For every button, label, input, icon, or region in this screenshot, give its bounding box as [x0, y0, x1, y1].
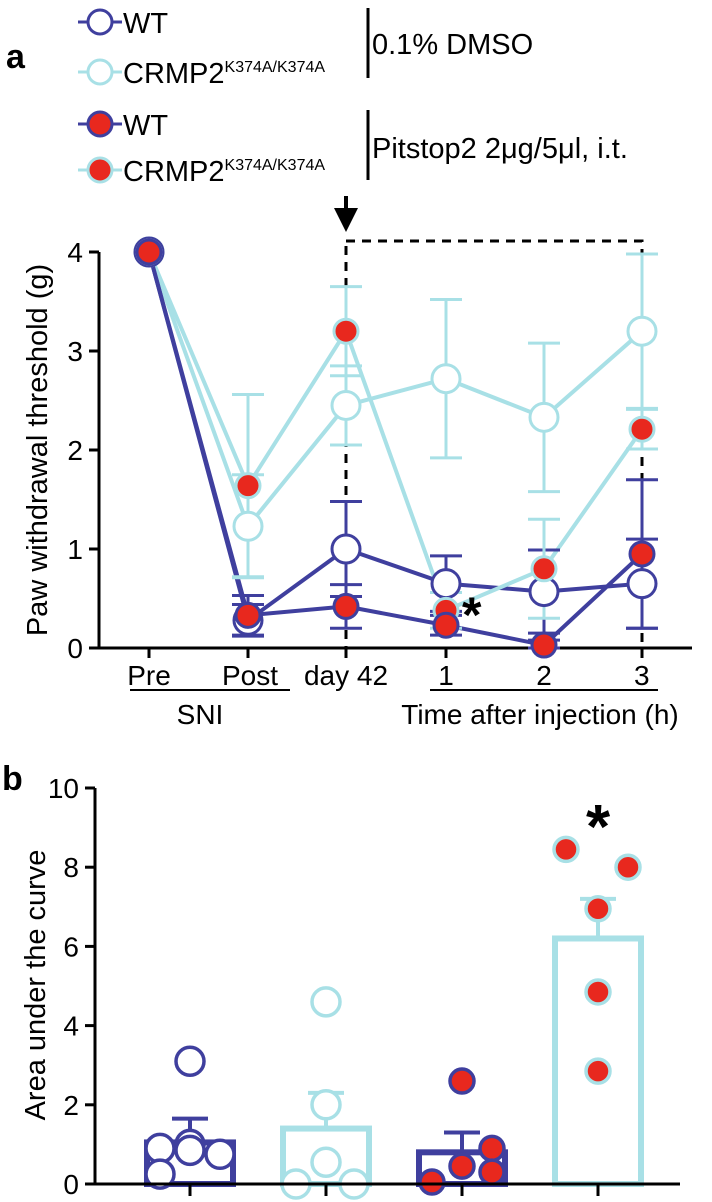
bar-point-wt-open	[174, 1134, 206, 1167]
panel-a: Paw withdrawal threshold (g) 0 1 2 3 4 Pre Po…	[22, 196, 692, 730]
panel-a-series	[133, 236, 658, 659]
panel-b-y-axis-label: Area under the curve	[20, 850, 52, 1121]
panel-a-y-axis: 0 1 2 3 4	[67, 237, 101, 664]
panel-b-y-tick-label: 4	[63, 1011, 79, 1042]
series-line-wt-filled	[147, 251, 644, 648]
legend-label-ki-2-base: CRMP2	[123, 156, 225, 188]
panel-b: Area under the curve 0 2 4 6 8 10 *	[20, 773, 680, 1200]
series-line-ki-filled	[147, 251, 644, 614]
bar-point-wt-open	[204, 1138, 236, 1171]
panel-a-x-tick-label: 2	[536, 660, 552, 691]
data-point-wt-open	[330, 533, 362, 565]
data-point-ki-open	[430, 363, 462, 395]
legend: WT CRMP2K374A/K374A 0.1% DMSO WT CRMP2K3…	[78, 8, 628, 188]
bar-point-ki-open	[310, 1146, 342, 1178]
legend-entry-ki-pitstop: CRMP2K374A/K374A	[78, 156, 325, 188]
panel-b-y-axis: 0 2 4 6 8 10	[48, 773, 97, 1200]
data-point-wt-filled	[432, 611, 460, 639]
panel-a-y-tick-label: 4	[67, 237, 83, 268]
panel-a-x-tick-label: 3	[634, 660, 650, 691]
bar-point-ki-filled	[584, 978, 612, 1006]
bar-point-wt-open	[144, 1158, 176, 1190]
legend-group-pitstop: Pitstop2 2μg/5μl, i.t.	[372, 133, 628, 165]
panel-a-x-tick-label: Pre	[127, 660, 171, 691]
legend-marker-ki-open	[86, 58, 114, 86]
bar-point-wt-filled	[448, 1152, 476, 1180]
legend-group-dmso: 0.1% DMSO	[372, 29, 533, 61]
bar-point-wt-filled	[478, 1158, 506, 1186]
data-point-wt-open	[430, 568, 462, 600]
legend-label-ki: CRMP2K374A/K374A	[123, 58, 325, 90]
bar-point-wt-open	[174, 1045, 206, 1077]
data-point-ki-filled	[530, 555, 558, 583]
panel-b-significance-star: *	[586, 793, 611, 862]
bar-point-wt-filled	[478, 1134, 506, 1163]
legend-entry-ki-dmso: CRMP2K374A/K374A	[78, 58, 325, 90]
data-point-wt-filled	[234, 601, 262, 629]
data-point-wt-filled	[628, 540, 656, 568]
legend-entry-wt-pitstop: WT	[78, 110, 168, 142]
panel-a-y-tick-label: 2	[67, 435, 83, 466]
panel-a-y-tick-label: 3	[67, 336, 83, 367]
panel-b-y-tick-label: 6	[63, 931, 79, 962]
legend-label-ki-2-sup: K374A/K374A	[225, 157, 326, 174]
panel-a-y-tick-label: 0	[67, 633, 83, 664]
legend-label-wt-2: WT	[123, 110, 168, 142]
panel-a-significance-star: *	[462, 587, 482, 643]
series-line-wt-open	[147, 251, 643, 624]
legend-label-ki-2: CRMP2K374A/K374A	[123, 156, 325, 188]
panel-b-y-tick-label: 10	[48, 773, 79, 804]
panel-b-x-axis	[95, 1182, 680, 1196]
panel-b-label: b	[2, 760, 23, 798]
bar-point-ki-open	[310, 986, 342, 1018]
panel-a-x-tick-label: 1	[438, 660, 454, 691]
bar-point-ki-open	[310, 1089, 342, 1121]
panel-a-group-label-time: Time after injection (h)	[401, 699, 679, 730]
panel-b-y-tick-label: 8	[63, 852, 79, 883]
data-point-wt-filled	[135, 238, 163, 266]
treatment-arrow-head	[334, 208, 358, 232]
bar-point-ki-filled	[584, 895, 612, 923]
data-point-ki-filled	[628, 415, 656, 443]
panel-b-y-tick-label: 2	[63, 1090, 79, 1121]
legend-label-wt: WT	[123, 8, 168, 40]
legend-marker-ki-filled	[86, 156, 114, 184]
panel-a-group-label-sni: SNI	[177, 699, 224, 730]
data-point-wt-filled	[332, 592, 360, 620]
legend-marker-wt-open	[86, 8, 114, 36]
panel-b-y-tick-label: 0	[63, 1169, 79, 1200]
data-point-ki-filled	[332, 317, 360, 345]
legend-label-ki-sup: K374A/K374A	[225, 59, 326, 76]
treatment-arrow	[334, 196, 358, 232]
bar-point-ki-filled	[584, 1057, 612, 1085]
bar-point-ki-filled	[614, 853, 642, 881]
data-point-ki-open	[330, 389, 362, 421]
bar-point-ki-filled	[552, 835, 580, 864]
legend-entry-wt-dmso: WT	[78, 8, 168, 40]
bar-point-wt-filled	[418, 1168, 446, 1196]
panel-a-x-tick-label: Post	[222, 660, 278, 691]
bar-point-wt-filled	[448, 1067, 476, 1095]
data-point-ki-filled	[234, 472, 262, 500]
panel-a-x-axis: Pre Post day 42 1 2 3 SNI Time after injection …	[99, 646, 692, 730]
bar-point-wt-open	[144, 1132, 176, 1165]
series-line-ki-open	[147, 251, 644, 531]
panel-a-label: a	[6, 38, 26, 76]
panel-a-y-tick-label: 1	[67, 534, 83, 565]
legend-label-ki-base: CRMP2	[123, 58, 225, 90]
panel-b-bars	[144, 835, 644, 1200]
data-point-ki-open	[626, 315, 658, 347]
panel-a-y-axis-label: Paw withdrawal threshold (g)	[22, 264, 54, 636]
legend-marker-wt-filled	[86, 110, 114, 138]
data-point-ki-open	[528, 401, 560, 433]
data-point-wt-open	[626, 568, 658, 600]
data-point-ki-open	[232, 510, 264, 542]
panel-a-x-tick-label: day 42	[304, 660, 388, 691]
data-point-wt-filled	[530, 631, 558, 659]
